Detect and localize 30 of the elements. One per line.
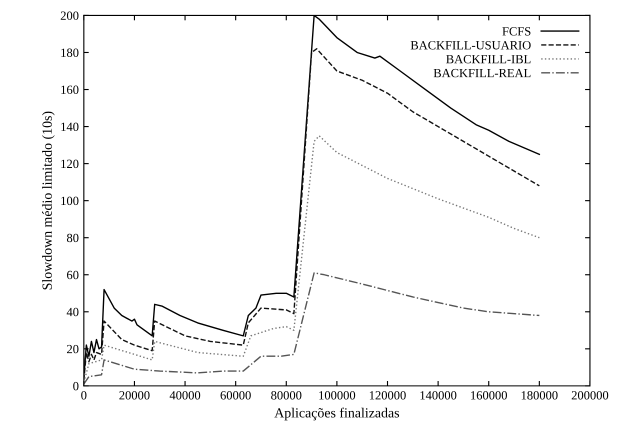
x-tick-label: 40000 [170,391,200,400]
y-tick-label: 40 [66,308,78,316]
x-tick-label: 160000 [471,391,507,400]
y-tick-label: 20 [67,344,78,354]
legend-label: BACKFILL-USUARIO [410,41,531,50]
x-tick-label: 100000 [319,391,356,400]
x-axis-title: Aplicações finalizadas [274,408,400,420]
y-tick-label: 140 [61,122,78,132]
y-tick-label: 120 [61,160,78,168]
y-tick-label: 100 [61,196,78,206]
x-tick-label: 0 [81,391,86,400]
x-tick-label: 120000 [370,391,406,400]
x-tick-label: 140000 [420,391,456,400]
legend-label: BACKFILL-REAL [434,68,530,78]
y-tick-label: 200 [60,11,78,20]
y-tick-label: 180 [61,48,78,57]
x-tick-label: 60000 [220,391,251,400]
y-axis-title: Slowdown médio limitado (10s) [42,112,55,290]
y-tick-label: 60 [67,270,78,280]
line-series [84,135,540,383]
line-series [84,272,540,385]
legend-label: FCFS [502,27,530,36]
y-tick-label: 0 [73,382,78,390]
x-tick-label: 80000 [271,391,302,400]
legend-label: BACKFILL-IBL [446,54,530,64]
x-tick-label: 20000 [119,391,150,400]
x-tick-label: 200000 [572,391,608,400]
y-tick-label: 80 [66,234,78,242]
y-tick-label: 160 [61,86,78,94]
x-tick-label: 180000 [522,391,558,400]
